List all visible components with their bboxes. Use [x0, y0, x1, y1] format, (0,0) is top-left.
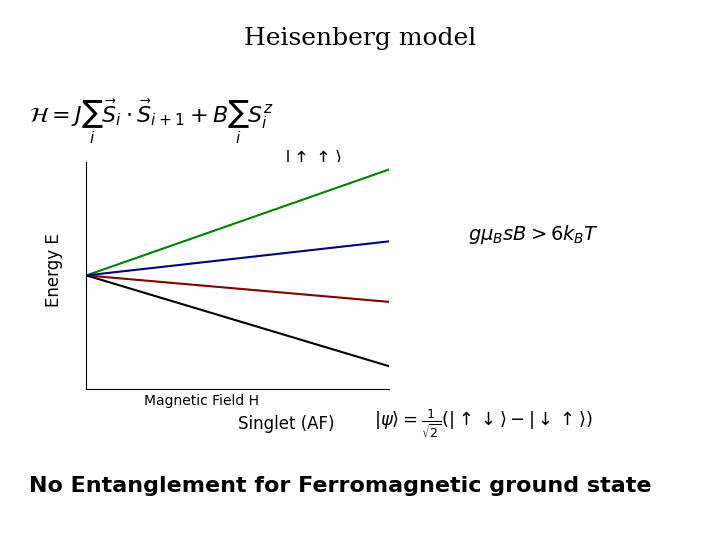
Text: Energy E: Energy E [45, 233, 63, 307]
Text: $g\mu_B s B > 6k_B T$: $g\mu_B s B > 6k_B T$ [468, 224, 599, 246]
Text: Heisenberg model: Heisenberg model [244, 27, 476, 50]
Text: $\frac{|\uparrow\downarrow\rangle-|\downarrow\uparrow\rangle}{\sqrt{2}}$: $\frac{|\uparrow\downarrow\rangle-|\down… [284, 276, 374, 312]
Text: $\mathcal{H} = J\sum_{i} \vec{S}_i \cdot \vec{S}_{i+1} + B\sum_{i} S_i^z$: $\mathcal{H} = J\sum_{i} \vec{S}_i \cdot… [29, 97, 274, 146]
Text: $|\psi\rangle = \frac{1}{\sqrt{2}}(|\uparrow\downarrow\rangle - |\downarrow\upar: $|\psi\rangle = \frac{1}{\sqrt{2}}(|\upa… [374, 408, 593, 440]
Text: No Entanglement for Ferromagnetic ground state: No Entanglement for Ferromagnetic ground… [29, 476, 652, 496]
Text: $|\downarrow\downarrow\rangle$: $|\downarrow\downarrow\rangle$ [284, 359, 342, 381]
Text: Magnetic Field H: Magnetic Field H [144, 394, 259, 408]
Text: Singlet (AF): Singlet (AF) [238, 415, 334, 433]
Text: $|\uparrow\uparrow\rangle$: $|\uparrow\uparrow\rangle$ [284, 148, 342, 170]
Text: $\frac{|\uparrow\downarrow\rangle+|\downarrow\uparrow\rangle}{\sqrt{2}}$: $\frac{|\uparrow\downarrow\rangle+|\down… [284, 217, 374, 253]
